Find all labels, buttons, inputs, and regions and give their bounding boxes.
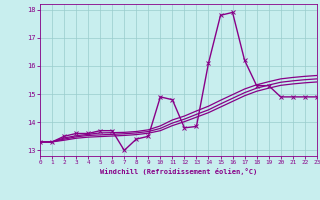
X-axis label: Windchill (Refroidissement éolien,°C): Windchill (Refroidissement éolien,°C) — [100, 168, 257, 175]
